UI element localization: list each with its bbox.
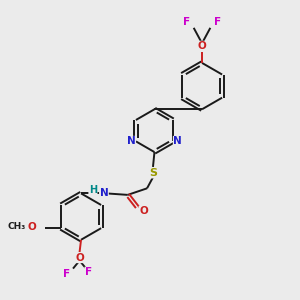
Text: H: H	[89, 185, 97, 195]
Text: O: O	[139, 206, 148, 216]
Text: F: F	[63, 269, 70, 279]
Text: F: F	[214, 17, 221, 28]
Text: F: F	[183, 17, 190, 28]
Text: O: O	[198, 41, 206, 51]
Text: N: N	[173, 136, 182, 146]
Text: F: F	[85, 267, 92, 277]
Text: N: N	[127, 136, 136, 146]
Text: S: S	[149, 168, 157, 178]
Text: N: N	[100, 188, 108, 198]
Text: O: O	[75, 253, 84, 262]
Text: O: O	[28, 222, 37, 232]
Text: CH₃: CH₃	[7, 223, 26, 232]
